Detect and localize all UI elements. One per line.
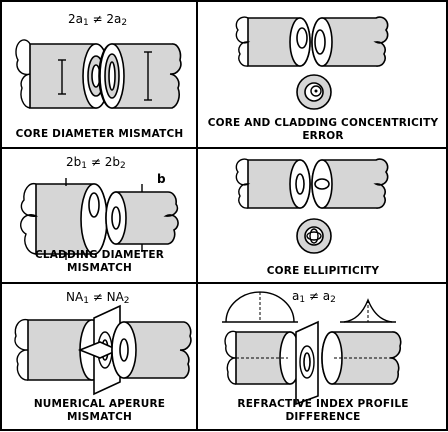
concentricity-caption-line2: ERROR [302,130,344,142]
ellipticity-caption: CORE ELLIPITICITY [266,265,380,277]
cladding-diameter-caption-line2: MISMATCH [67,262,132,274]
concentricity-caption-line1: CORE AND CLADDING CONCENTRICITY [207,117,439,129]
concentricity-illustration [235,16,389,110]
cladding-label-b: b [157,172,166,186]
numerical-aperture-illustration [14,304,192,396]
numerical-aperture-formula: NA1 ≠ NA2 [66,290,130,306]
cladding-diameter-caption-line1: CLADDING DIAMETER [34,249,165,261]
core-diameter-caption: CORE DIAMETER MISMATCH [15,128,184,140]
numerical-aperture-caption-line2: MISMATCH [67,411,132,423]
refractive-index-caption-line1: REFRACTIVE INDEX PROFILE [237,398,409,410]
refractive-index-formula: a1 ≠ a2 [292,289,336,305]
core-diameter-illustration [15,39,182,109]
numerical-aperture-caption-line1: NUMERICAL APERURE [33,398,166,410]
cladding-diameter-formula: 2b1 ≠ 2b2 [66,155,126,171]
ellipticity-illustration [235,158,389,254]
refractive-index-caption-line2: DIFFERENCE [285,411,361,423]
refractive-index-illustration [222,291,402,406]
cladding-diameter-illustration [20,178,179,260]
core-diameter-formula: 2a1 ≠ 2a2 [68,12,128,28]
